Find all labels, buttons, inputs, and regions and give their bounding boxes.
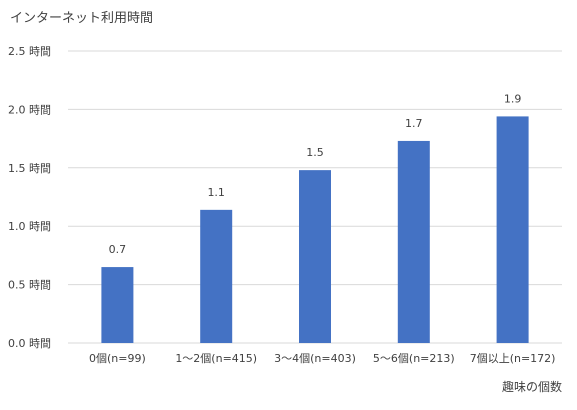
- x-category-label: 0個(n=99): [89, 352, 146, 365]
- chart-title: インターネット利用時間: [10, 11, 153, 26]
- data-label: 1.1: [207, 186, 225, 199]
- x-category-label: 7個以上(n=172): [470, 352, 556, 365]
- data-label: 1.5: [306, 146, 324, 159]
- x-category-label: 3〜4個(n=403): [274, 352, 356, 365]
- x-axis-category-labels: 0個(n=99) 1〜2個(n=415) 3〜4個(n=403) 5〜6個(n=213…: [89, 352, 555, 365]
- bar: [397, 140, 430, 343]
- data-label: 1.7: [405, 117, 423, 130]
- y-tick-label: 0.0 時間: [8, 337, 51, 350]
- y-tick-label: 0.5 時間: [8, 279, 51, 292]
- bar: [200, 209, 233, 343]
- data-label: 1.9: [504, 92, 522, 105]
- y-tick-label: 2.0 時間: [8, 103, 51, 116]
- bar: [299, 170, 331, 343]
- bar: [101, 267, 134, 343]
- data-labels: 0.7 1.1 1.5 1.7 1.9: [109, 92, 522, 256]
- bar: [496, 116, 529, 344]
- x-axis-title: 趣味の個数: [502, 379, 562, 394]
- y-tick-label: 1.5 時間: [8, 162, 51, 175]
- x-category-label: 5〜6個(n=213): [373, 352, 455, 365]
- data-label: 0.7: [109, 243, 127, 256]
- bars: [101, 116, 529, 344]
- y-tick-label: 2.5 時間: [8, 45, 51, 58]
- y-tick-label: 1.0 時間: [8, 220, 51, 233]
- y-axis-tick-labels: 0.0 時間 0.5 時間 1.0 時間 1.5 時間 2.0 時間 2.5 時間: [8, 45, 51, 350]
- x-category-label: 1〜2個(n=415): [175, 352, 257, 365]
